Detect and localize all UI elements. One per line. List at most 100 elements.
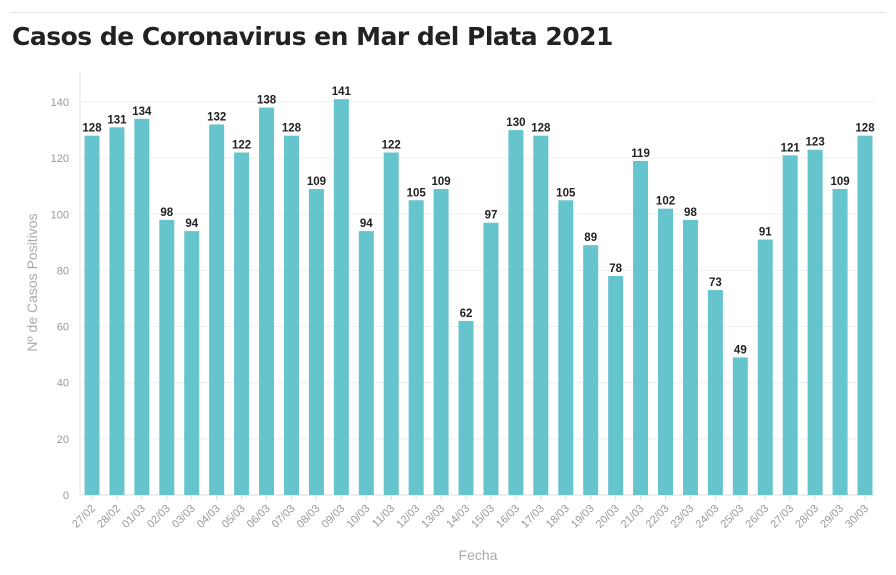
x-tick-label: 12/03 xyxy=(394,503,422,531)
data-label: 62 xyxy=(460,308,473,320)
data-label: 128 xyxy=(82,123,102,135)
data-label: 131 xyxy=(107,114,127,126)
x-tick-label: 28/02 xyxy=(95,503,123,531)
x-tick-label: 20/03 xyxy=(594,503,622,531)
bar xyxy=(159,219,175,495)
bar xyxy=(109,127,125,495)
data-label: 49 xyxy=(734,344,747,356)
data-label: 121 xyxy=(781,142,801,154)
x-tick-label: 22/03 xyxy=(644,503,672,531)
chart-title: Casos de Coronavirus en Mar del Plata 20… xyxy=(12,22,613,51)
x-tick-label: 14/03 xyxy=(444,503,472,531)
x-tick-label: 03/03 xyxy=(170,503,198,531)
y-tick-label: 20 xyxy=(57,434,69,446)
bar xyxy=(707,290,723,495)
data-label: 130 xyxy=(506,117,525,129)
data-label: 109 xyxy=(432,176,451,188)
bar xyxy=(583,245,599,495)
x-tick-label: 07/03 xyxy=(270,503,298,531)
x-tick-label: 13/03 xyxy=(419,503,447,531)
y-axis-title: Nº de Casos Positivos xyxy=(24,213,40,351)
data-label: 128 xyxy=(855,123,875,135)
bar xyxy=(658,208,674,495)
x-tick-label: 16/03 xyxy=(494,503,522,531)
data-label: 98 xyxy=(684,207,697,219)
bar xyxy=(508,130,524,496)
data-label: 128 xyxy=(531,123,551,135)
y-tick-label: 60 xyxy=(57,322,69,334)
bar xyxy=(757,239,773,495)
data-label: 119 xyxy=(631,148,650,160)
bar xyxy=(308,189,324,495)
data-label: 102 xyxy=(656,196,675,208)
data-label: 109 xyxy=(307,176,326,188)
bar xyxy=(234,152,250,495)
x-tick-label: 19/03 xyxy=(569,503,597,531)
x-tick-label: 25/03 xyxy=(718,503,746,531)
bar xyxy=(209,124,225,495)
bar xyxy=(283,135,299,495)
y-tick-label: 0 xyxy=(63,490,69,502)
data-label: 105 xyxy=(556,187,576,199)
bar xyxy=(533,135,549,495)
bar xyxy=(558,200,574,495)
bar xyxy=(259,107,275,495)
x-tick-label: 10/03 xyxy=(344,503,372,531)
data-label: 98 xyxy=(160,207,173,219)
bar xyxy=(408,200,424,495)
data-label: 73 xyxy=(709,277,722,289)
bar xyxy=(682,219,698,495)
x-tick-label: 27/02 xyxy=(70,503,98,531)
x-tick-label: 29/03 xyxy=(818,503,846,531)
y-tick-label: 80 xyxy=(57,265,69,277)
y-tick-label: 140 xyxy=(51,97,69,109)
data-label: 123 xyxy=(806,137,825,149)
bar xyxy=(832,189,848,495)
bar xyxy=(857,135,873,495)
x-axis-title: Fecha xyxy=(459,547,498,563)
bar xyxy=(807,149,823,495)
bar xyxy=(608,276,624,495)
bar xyxy=(84,135,100,495)
x-tick-label: 17/03 xyxy=(519,503,547,531)
data-label: 94 xyxy=(185,218,198,230)
x-tick-label: 15/03 xyxy=(469,503,497,531)
data-label: 78 xyxy=(609,263,622,275)
x-tick-label: 09/03 xyxy=(320,503,348,531)
data-label: 91 xyxy=(759,227,772,239)
bar xyxy=(134,118,150,495)
y-tick-label: 40 xyxy=(57,378,69,390)
top-divider xyxy=(10,12,886,13)
bar xyxy=(483,222,499,495)
x-tick-label: 02/03 xyxy=(145,503,173,531)
x-tick-label: 05/03 xyxy=(220,503,248,531)
x-tick-label: 30/03 xyxy=(843,503,871,531)
bar xyxy=(782,155,798,496)
y-tick-label: 120 xyxy=(51,153,69,165)
x-tick-label: 06/03 xyxy=(245,503,273,531)
x-tick-label: 28/03 xyxy=(793,503,821,531)
data-label: 128 xyxy=(282,123,302,135)
x-tick-label: 26/03 xyxy=(743,503,771,531)
x-tick-label: 27/03 xyxy=(768,503,796,531)
data-label: 122 xyxy=(382,140,401,152)
x-tick-label: 24/03 xyxy=(694,503,722,531)
x-tick-label: 23/03 xyxy=(669,503,697,531)
bar xyxy=(633,160,649,495)
x-tick-label: 01/03 xyxy=(120,503,148,531)
data-label: 132 xyxy=(207,111,226,123)
data-label: 134 xyxy=(132,106,152,118)
bar xyxy=(184,231,200,495)
bar xyxy=(433,189,449,495)
bar xyxy=(732,357,748,495)
data-label: 109 xyxy=(830,176,849,188)
y-tick-label: 100 xyxy=(51,209,69,221)
bar xyxy=(383,152,399,495)
data-label: 141 xyxy=(332,86,352,98)
x-tick-label: 11/03 xyxy=(370,503,397,530)
bar xyxy=(458,320,474,495)
data-label: 138 xyxy=(257,95,277,107)
bar xyxy=(358,231,374,495)
x-tick-label: 18/03 xyxy=(544,503,572,531)
